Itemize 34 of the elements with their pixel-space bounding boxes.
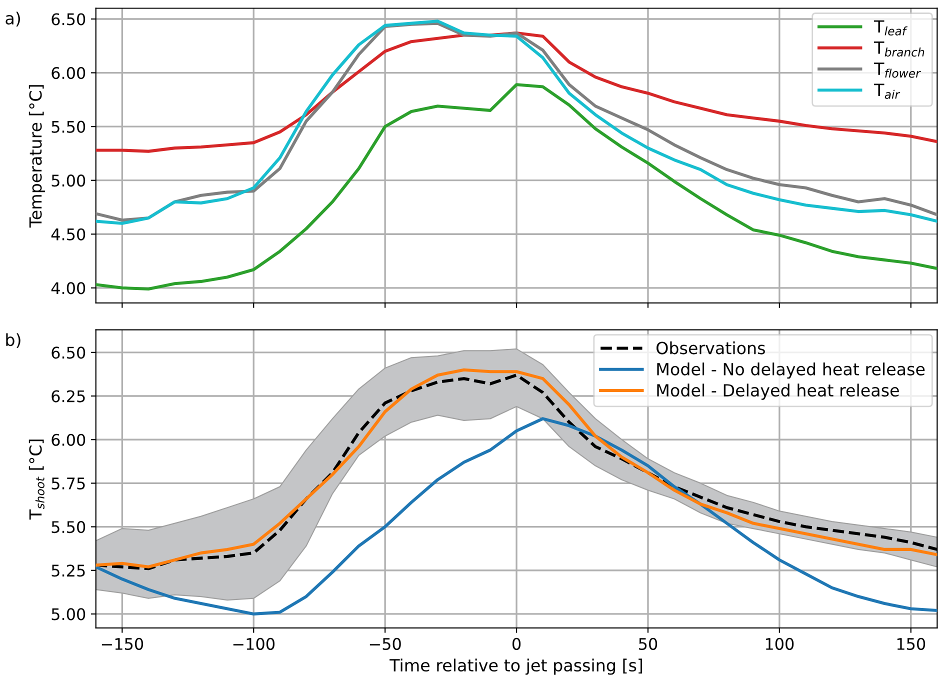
- y-axis-title: Temperature [°C]: [28, 85, 46, 228]
- y-tick-label: 4.50: [51, 228, 86, 240]
- legend-label: T$_{air}$: [874, 84, 900, 99]
- legend-label: T$_{branch}$: [874, 42, 924, 57]
- y-tick-label: 6.25: [52, 390, 85, 402]
- y-tick-label: 6.00: [52, 66, 86, 80]
- y-axis-title: T$_{shoot}$ [°C]: [28, 440, 44, 520]
- legend-label: T$_{flower}$: [874, 62, 921, 78]
- line-series: [96, 83, 938, 291]
- x-tick-label: −100: [233, 638, 274, 650]
- text: a): [6, 12, 20, 27]
- x-tick-label: 50: [639, 638, 658, 650]
- legend-label: T$_{leaf}$: [874, 20, 908, 36]
- legend-label: Model - No delayed heat release: [657, 362, 925, 379]
- y-tick-label: 5.00: [52, 174, 86, 187]
- y-tick-label: 5.00: [52, 608, 86, 620]
- x-tick-label: 100: [766, 638, 794, 650]
- x-tick-label: 0: [512, 638, 521, 650]
- x-tick-label: 150: [897, 638, 926, 650]
- x-axis-title: Time relative to jet passing [s]: [390, 658, 642, 675]
- y-tick-label: 5.50: [52, 120, 86, 133]
- y-tick-label: 5.25: [52, 564, 85, 577]
- y-tick-label: 6.50: [52, 346, 86, 359]
- legend-label: Observations: [656, 341, 765, 354]
- legend-label: Model - Delayed heat release: [657, 384, 899, 400]
- x-tick-label: −50: [370, 638, 401, 650]
- y-tick-label: 5.75: [52, 478, 85, 490]
- y-tick-label: 6.50: [52, 13, 86, 26]
- y-tick-label: 5.50: [52, 521, 86, 534]
- y-tick-label: 4.00: [51, 282, 86, 294]
- x-tick-label: −150: [102, 638, 144, 650]
- y-tick-label: 6.00: [52, 434, 86, 446]
- line-series: [96, 417, 938, 616]
- text: b): [6, 333, 20, 348]
